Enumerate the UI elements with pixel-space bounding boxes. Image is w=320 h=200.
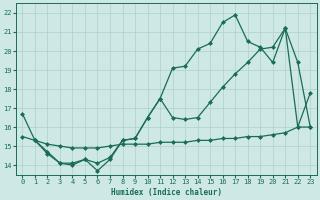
X-axis label: Humidex (Indice chaleur): Humidex (Indice chaleur) <box>111 188 222 197</box>
